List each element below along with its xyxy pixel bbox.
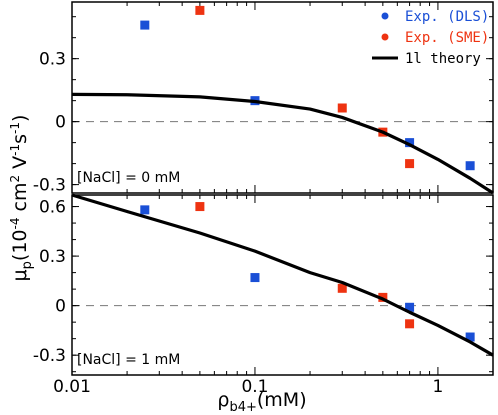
sme-data-point	[195, 5, 205, 15]
legend-label-sme: Exp. (SME)	[405, 30, 489, 46]
theory-curve	[71, 92, 494, 195]
y-tick-label: 0	[55, 297, 66, 317]
legend-marker-sme	[381, 33, 389, 41]
x-axis-title: ρb4+(mM)	[217, 389, 306, 415]
plot-frame	[71, 1, 494, 194]
x-tick-label: 1	[433, 377, 444, 397]
dls-data-point	[405, 138, 415, 148]
y-tick-label: 0.3	[39, 50, 66, 70]
legend-label-theory: 1l theory	[405, 51, 481, 67]
legend-label-dls: Exp. (DLS)	[405, 9, 489, 25]
y-tick-label: 0.3	[39, 247, 66, 267]
legend: Exp. (DLS) Exp. (SME) 1l theory	[372, 9, 489, 67]
dls-data-point	[250, 273, 260, 283]
dls-data-point	[465, 161, 475, 171]
sme-data-point	[337, 103, 347, 113]
nacl-annotation: [NaCl] = 1 mM	[77, 352, 180, 368]
theory-curve	[71, 193, 494, 357]
x-axis-tick-labels: 0.01 0.1 1	[53, 377, 443, 397]
dls-data-point	[140, 20, 150, 30]
dls-data-point	[405, 302, 415, 312]
sme-data-point	[405, 159, 415, 169]
panel-bottom: 0.6 0.3 0 -0.3 [NaCl] = 1 mM	[33, 193, 494, 376]
dls-data-point	[140, 205, 150, 215]
x-tick-label: 0.01	[53, 377, 91, 397]
plot-frame	[71, 194, 494, 376]
nacl-annotation: [NaCl] = 0 mM	[77, 170, 180, 186]
dls-data-point	[465, 332, 475, 342]
y-axis-title: μp(10-4 cm2 V-1s-1)	[8, 115, 35, 282]
legend-marker-dls	[381, 12, 389, 20]
y-tick-label: -0.3	[33, 176, 66, 196]
y-tick-label: 0.6	[39, 198, 66, 218]
x-tick-label: 0.1	[241, 377, 268, 397]
sme-data-point	[195, 202, 205, 212]
panel-top: 0.3 0 -0.3 [NaCl] = 0 mM	[33, 1, 494, 196]
sme-data-point	[337, 283, 347, 293]
y-tick-label: -0.3	[33, 346, 66, 366]
y-tick-label: 0	[55, 113, 66, 133]
sme-data-point	[405, 319, 415, 329]
